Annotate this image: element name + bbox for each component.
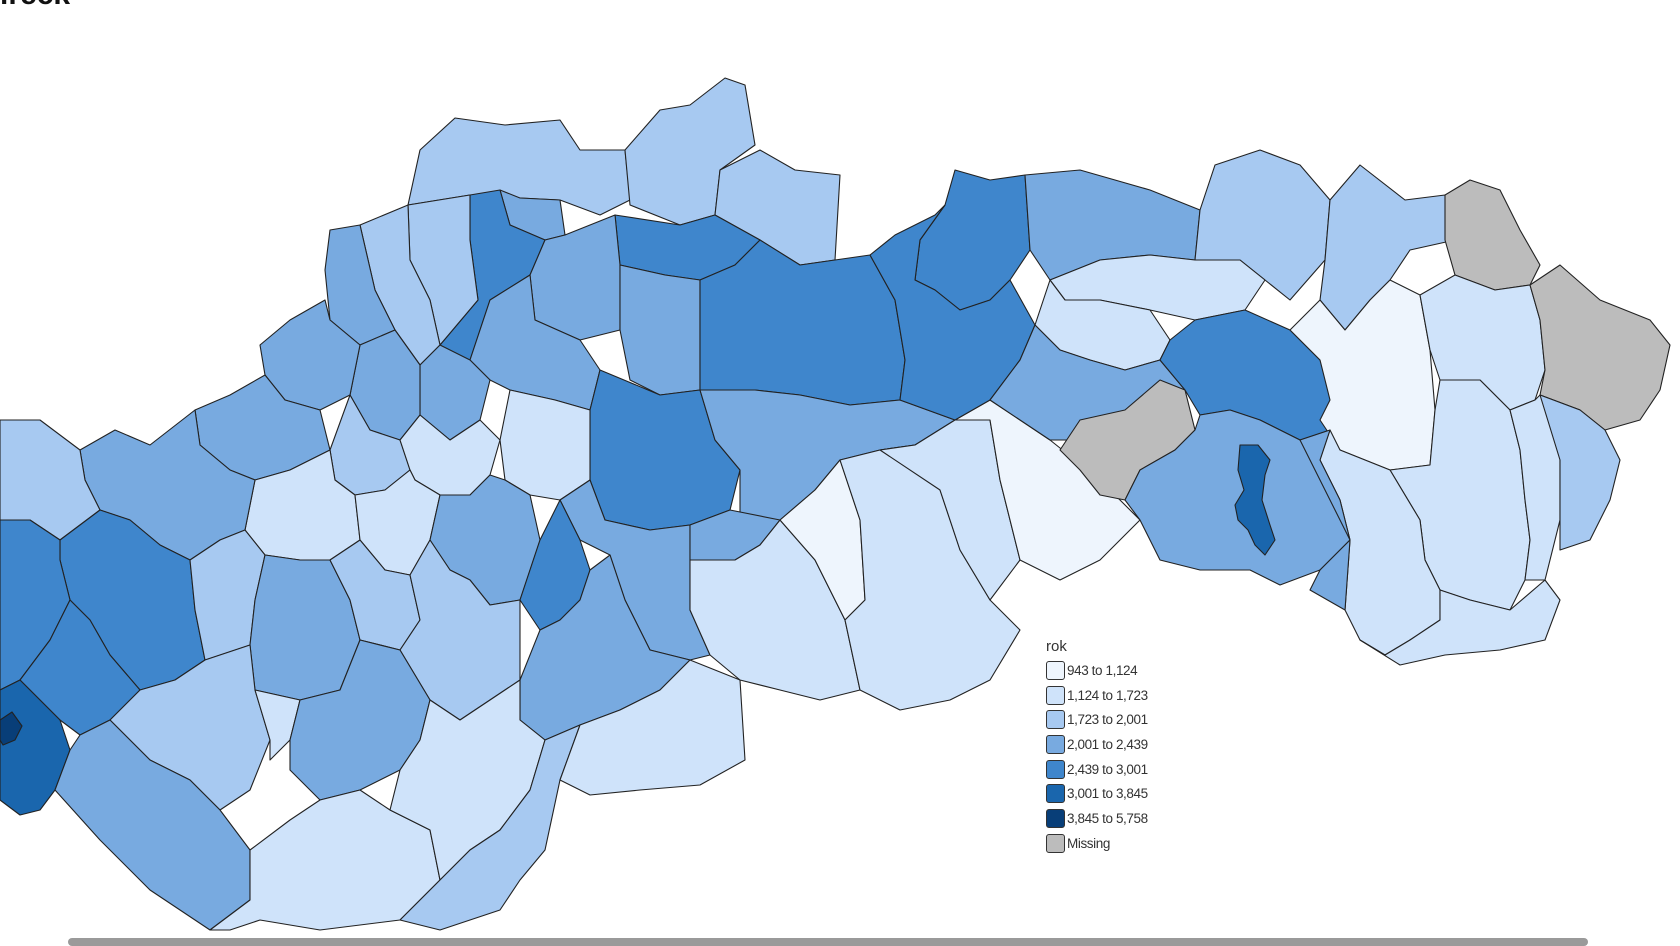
district-region xyxy=(399,724,581,931)
legend-item: 943 to 1,124 xyxy=(1046,658,1148,683)
legend-label: 3,845 to 5,758 xyxy=(1067,810,1148,826)
legend-label: 1,124 to 1,723 xyxy=(1067,687,1148,703)
legend-item: 3,001 to 3,845 xyxy=(1046,781,1148,806)
legend-label: 3,001 to 3,845 xyxy=(1067,786,1148,802)
legend-label: 1,723 to 2,001 xyxy=(1067,712,1148,728)
district-region xyxy=(559,659,746,796)
legend-swatch xyxy=(1046,808,1065,828)
legend-label: 943 to 1,124 xyxy=(1067,662,1138,678)
legend-item: 2,439 to 3,001 xyxy=(1046,757,1148,782)
district-region xyxy=(1319,164,1456,331)
district-region xyxy=(1299,429,1351,611)
district-region xyxy=(254,689,301,761)
district-region xyxy=(1529,264,1671,431)
map-title: ireck xyxy=(0,0,70,12)
legend-item: 3,845 to 5,758 xyxy=(1046,806,1148,831)
legend-swatch xyxy=(1046,759,1065,779)
legend-item: 2,001 to 2,439 xyxy=(1046,732,1148,757)
district-region xyxy=(1359,579,1561,666)
legend-swatch xyxy=(1046,833,1065,853)
district-region xyxy=(1234,444,1276,556)
legend-swatch xyxy=(1046,784,1065,804)
legend-item: 1,124 to 1,723 xyxy=(1046,683,1148,708)
legend-item: Missing xyxy=(1046,831,1148,856)
legend-label: Missing xyxy=(1067,835,1110,851)
legend-swatch xyxy=(1046,660,1065,680)
district-region xyxy=(624,77,756,226)
legend-swatch xyxy=(1046,710,1065,730)
map-legend: rok 943 to 1,124 1,124 to 1,723 1,723 to 2… xyxy=(1046,638,1148,856)
district-region xyxy=(619,264,701,396)
district-region xyxy=(559,479,711,661)
horizontal-scrollbar[interactable] xyxy=(68,938,1588,946)
district-region xyxy=(499,389,591,501)
district-region xyxy=(1539,394,1621,551)
legend-swatch xyxy=(1046,734,1065,754)
district-region xyxy=(0,711,23,746)
legend-swatch xyxy=(1046,685,1065,705)
legend-title: rok xyxy=(1046,638,1067,655)
legend-item: 1,723 to 2,001 xyxy=(1046,707,1148,732)
legend-label: 2,439 to 3,001 xyxy=(1067,761,1148,777)
district-region xyxy=(54,719,251,931)
district-region xyxy=(1444,179,1541,291)
legend-label: 2,001 to 2,439 xyxy=(1067,736,1148,752)
